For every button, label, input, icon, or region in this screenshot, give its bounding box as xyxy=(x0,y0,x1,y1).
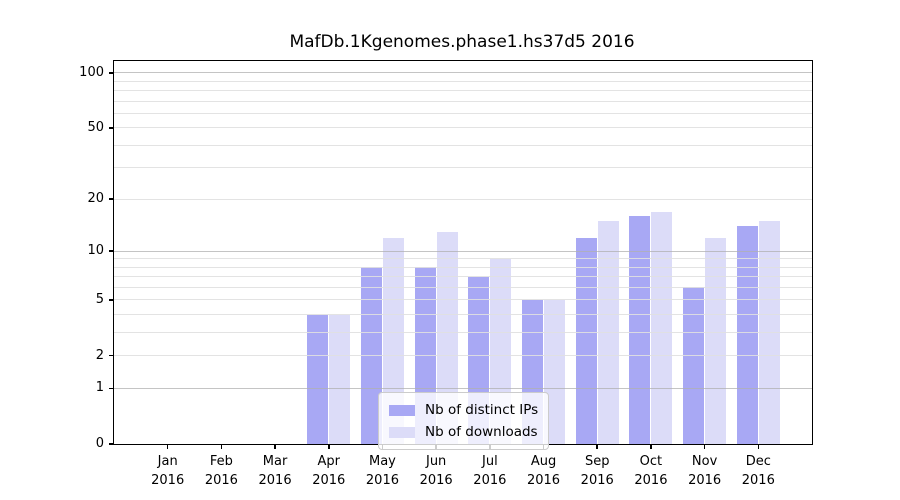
bar-downloads-oct xyxy=(651,211,673,444)
y-tick-mark xyxy=(109,127,114,129)
legend-row-distinct-ips: Nb of distinct IPs xyxy=(389,399,538,421)
gridline-major xyxy=(114,250,812,252)
x-tick-label-nov: Nov 2016 xyxy=(688,454,722,488)
bar-ips-oct xyxy=(629,216,651,444)
y-tick-label: 100 xyxy=(79,64,104,80)
x-tick-label-dec: Dec 2016 xyxy=(741,454,775,488)
y-tick-mark xyxy=(109,354,114,357)
legend-swatch-distinct-ips xyxy=(389,404,415,416)
gridline-minor xyxy=(114,167,812,169)
bar-ips-apr xyxy=(307,314,329,444)
legend-label-distinct-ips: Nb of distinct IPs xyxy=(425,402,539,418)
bar-downloads-aug xyxy=(544,299,566,444)
x-tick-mark xyxy=(220,445,223,449)
x-tick-label-may: May 2016 xyxy=(365,454,399,488)
x-tick-label-oct: Oct 2016 xyxy=(634,454,668,488)
gridline-major xyxy=(114,387,812,389)
legend-row-downloads: Nb of downloads xyxy=(389,421,538,443)
x-tick-mark xyxy=(274,445,276,449)
x-tick-mark xyxy=(596,445,598,449)
y-tick-label: 1 xyxy=(95,380,104,396)
gridline-minor xyxy=(114,112,812,114)
y-tick-label: 5 xyxy=(95,291,104,307)
legend-swatch-downloads xyxy=(389,426,415,438)
bar-downloads-apr xyxy=(329,314,351,444)
legend: Nb of distinct IPs Nb of downloads xyxy=(378,392,550,450)
gridline-major xyxy=(114,72,812,74)
bar-downloads-nov xyxy=(705,237,727,444)
gridline-minor xyxy=(114,80,812,82)
bar-downloads-jun xyxy=(436,231,458,444)
gridline-minor xyxy=(114,355,812,357)
gridline-minor xyxy=(114,276,812,278)
x-tick-mark xyxy=(328,445,330,449)
bar-ips-dec xyxy=(736,226,758,444)
y-tick-label: 10 xyxy=(87,243,104,259)
gridline-minor xyxy=(114,144,812,146)
y-tick-mark xyxy=(109,299,114,301)
y-tick-label: 20 xyxy=(87,191,104,207)
bar-ips-nov xyxy=(683,287,705,444)
x-tick-label-jul: Jul 2016 xyxy=(473,454,507,488)
y-tick-mark xyxy=(109,72,114,74)
gridline-minor xyxy=(114,286,812,288)
x-tick-label-aug: Aug 2016 xyxy=(526,454,561,488)
y-tick-mark xyxy=(109,387,114,389)
chart-title: MafDb.1Kgenomes.phase1.hs37d5 2016 xyxy=(289,32,635,52)
y-tick-mark xyxy=(109,198,114,200)
gridline-minor xyxy=(114,299,812,301)
gridline-minor xyxy=(114,314,812,316)
y-tick-label: 50 xyxy=(87,119,104,135)
gridline-minor xyxy=(114,258,812,260)
y-tick-label: 0 xyxy=(95,436,104,451)
x-tick-label-mar: Mar 2016 xyxy=(258,454,292,488)
bar-ips-sep xyxy=(575,237,597,444)
plot-area: 0 1 2 5 10 20 50 100 Jan 2016 Feb 2016 Mar 2016 Apr 201… xyxy=(79,60,813,488)
x-tick-label-jun: Jun 2016 xyxy=(419,454,453,488)
x-tick-label-feb: Feb 2016 xyxy=(204,454,238,488)
x-tick-label-jan: Jan 2016 xyxy=(151,454,185,488)
x-tick-mark xyxy=(703,445,706,449)
y-tick-label: 2 xyxy=(95,347,104,363)
legend-label-downloads: Nb of downloads xyxy=(425,424,538,440)
x-tick-label-apr: Apr 2016 xyxy=(312,454,346,488)
y-tick-mark xyxy=(109,443,114,445)
gridline-minor xyxy=(114,198,812,200)
y-tick-mark xyxy=(109,250,114,252)
x-tick-mark xyxy=(650,445,652,449)
plot-canvas: 0 1 2 5 10 20 50 100 Jan 2016 Feb 2016 Mar 2016 Apr 201… xyxy=(79,61,812,488)
x-tick-mark xyxy=(166,445,169,449)
gridline-minor xyxy=(114,100,812,102)
gridline-minor xyxy=(114,127,812,129)
gridline-minor xyxy=(114,266,812,268)
gridline-minor xyxy=(114,90,812,92)
x-tick-label-sep: Sep 2016 xyxy=(580,454,614,488)
x-tick-mark xyxy=(757,445,760,449)
gridline-minor xyxy=(114,332,812,333)
